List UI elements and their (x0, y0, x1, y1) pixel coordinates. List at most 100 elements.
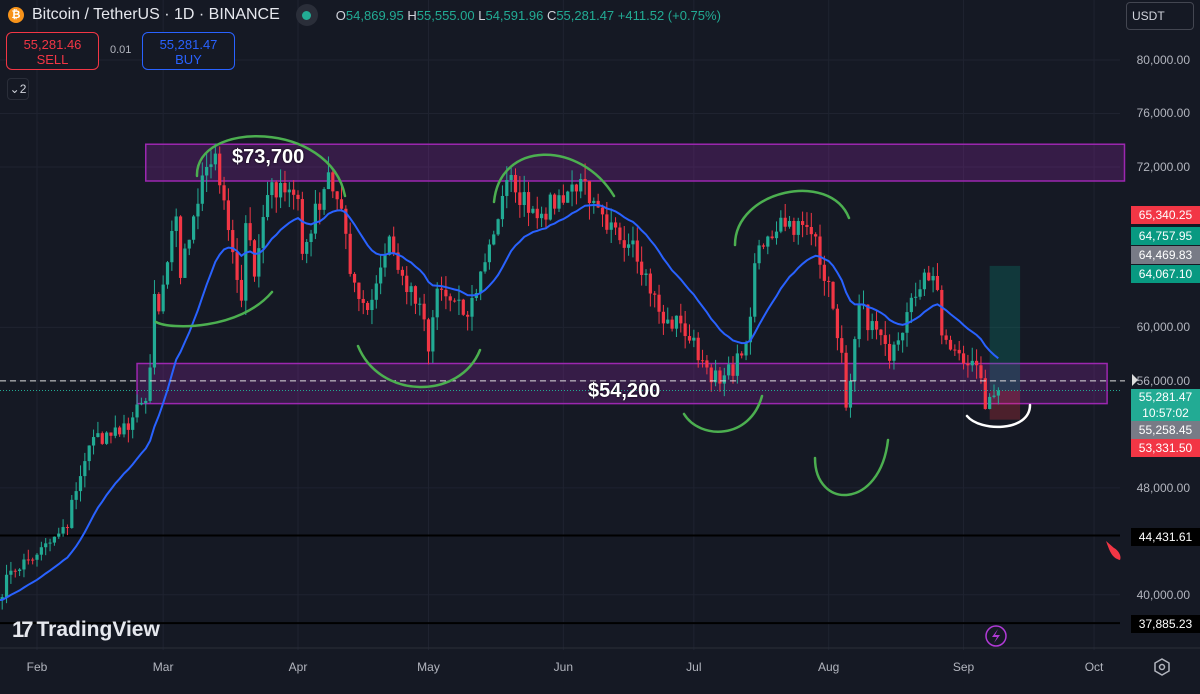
candle-body (326, 172, 331, 190)
candle-body (553, 194, 557, 209)
candle-body (144, 400, 148, 404)
candle-body (766, 236, 770, 247)
candle-body (318, 203, 322, 210)
candle-body (844, 352, 848, 408)
candle-body (587, 181, 592, 204)
candle-body (531, 208, 535, 213)
symbol-title[interactable]: Bitcoin / TetherUS · 1D · BINANCE (32, 6, 280, 23)
candle-body (296, 194, 300, 200)
candle-body (70, 499, 74, 528)
candle-body (727, 364, 731, 376)
candle-body (26, 559, 30, 561)
candle-body (4, 574, 9, 598)
price-tag: 53,331.50 (1131, 439, 1200, 457)
candle-body (205, 166, 209, 176)
candle-body (57, 533, 61, 537)
candle-body (927, 272, 931, 281)
sell-button[interactable]: 55,281.46 SELL (6, 32, 99, 70)
price-tag: 55,281.47 10:57:02 (1131, 389, 1200, 421)
time-tick-label: Aug (818, 660, 840, 674)
price-zone (136, 362, 1108, 405)
candle-body (18, 569, 22, 572)
bitcoin-icon: ₿ (8, 7, 24, 23)
candle-body (953, 349, 957, 351)
candle-body (461, 299, 465, 315)
candle-body (109, 432, 113, 436)
candle-body (274, 182, 278, 198)
candle-body (574, 184, 578, 192)
candle-body (466, 314, 470, 317)
candle-body (918, 289, 922, 297)
candle-body (831, 281, 835, 309)
hand-drawn-arc-top-3 (733, 189, 851, 247)
candle-body (687, 336, 692, 341)
candle-body (657, 294, 661, 312)
candle-body (192, 216, 196, 240)
candle-body (583, 178, 587, 182)
candle-body (944, 335, 948, 340)
lightning-bolt (992, 629, 1000, 643)
candle-body (313, 203, 317, 234)
candle-body (453, 300, 457, 302)
candle-body (518, 192, 522, 206)
symbol-header[interactable]: ₿ Bitcoin / TetherUS · 1D · BINANCE O54,… (8, 4, 721, 26)
price-tag: 64,469.83 (1131, 246, 1200, 264)
candle-body (422, 303, 426, 320)
price-tag: 64,757.95 (1131, 227, 1200, 245)
candle-body (470, 297, 474, 317)
price-tick-label: 72,000.00 (1136, 159, 1190, 174)
candle-body (744, 342, 748, 356)
candle-body (783, 217, 787, 227)
candle-body (235, 252, 239, 280)
candle-body (361, 298, 365, 303)
currency-dropdown[interactable]: USDT (1126, 2, 1194, 30)
candle-body (914, 296, 918, 298)
candle-body (213, 153, 217, 165)
candle-body (500, 195, 505, 220)
settings-icon[interactable] (1154, 658, 1170, 676)
candle-body (653, 293, 657, 295)
candle-body (740, 353, 744, 356)
buy-button[interactable]: 55,281.47 BUY (142, 32, 235, 70)
candle-body (409, 286, 413, 293)
candle-body (339, 199, 344, 209)
lightning-icon[interactable] (985, 625, 1007, 647)
candle-body (557, 195, 561, 209)
candle-body (435, 288, 439, 318)
candle-body (448, 296, 452, 301)
price-tag: 44,431.61 (1131, 528, 1200, 546)
candle-body (161, 284, 165, 312)
candle-body (370, 299, 374, 311)
candle-body (348, 233, 352, 274)
candle-body (96, 433, 100, 438)
candle-body (996, 390, 1000, 396)
candle-body (840, 338, 844, 353)
candle-body (366, 302, 370, 311)
candle-body (874, 321, 879, 330)
hand-drawn-arc-bottom-4 (813, 438, 890, 497)
market-status-icon[interactable] (295, 4, 318, 26)
candle-body (126, 423, 130, 430)
price-pointer-icon (1132, 374, 1138, 386)
candle-body (544, 213, 548, 220)
candle-body (892, 344, 896, 361)
candle-body (200, 175, 204, 204)
time-tick-label: Jul (686, 660, 702, 674)
collapse-indicators-button[interactable]: ⌄2 (7, 78, 29, 100)
candle-body (505, 180, 509, 196)
candle-body (426, 319, 431, 352)
price-tag: 64,067.10 (1131, 265, 1200, 283)
candle-body (792, 220, 796, 235)
candle-body (700, 360, 705, 362)
candle-body (431, 317, 435, 352)
candle-body (183, 248, 187, 278)
candle-body (31, 559, 35, 561)
candle-body (252, 240, 257, 277)
candle-body (413, 286, 418, 304)
candle-body (174, 216, 178, 231)
candle-body (305, 242, 309, 254)
candle-body (322, 189, 326, 210)
settings-dot (1158, 663, 1166, 671)
candle-body (379, 267, 383, 284)
